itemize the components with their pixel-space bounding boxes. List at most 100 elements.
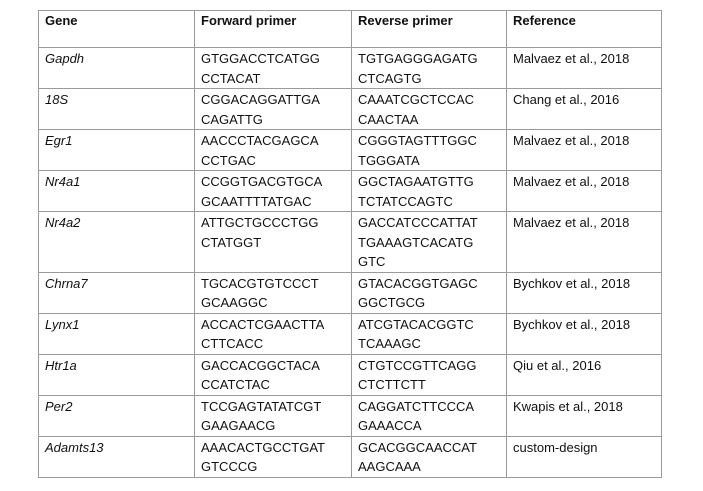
header-cell: Gene [38,10,195,48]
reference-text: Qiu et al., 2016 [513,357,602,373]
reverse-primer-cell: TGTGAGGGAGATG CTCAGTG [351,47,507,89]
forward-primer-cell: CCGGTGACGTGCA GCAATTTTATGAC [194,170,352,212]
gene-text: Htr1a [45,357,77,373]
reference-cell: Bychkov et al., 2018 [506,312,662,355]
reference-cell: Malvaez et al., 2018 [506,211,662,273]
forward-primer-text: CGGACAGGATTGA [201,92,320,107]
forward-primer-text: GCAATTTTATGAC [201,193,312,209]
gene-cell: Egr1 [38,129,195,171]
table-row: 18S CGGACAGGATTGA CAGATTG CAAATCGCTCCAC CAAC… [38,88,662,130]
reference-cell: Malvaez et al., 2018 [506,47,662,89]
gene-text: 18S [45,92,69,107]
reverse-primer-cell: ATCGTACACGGTC TCAAAGC [351,312,507,355]
reverse-primer-cell: CAGGATCTTCCCA GAAACCA [351,394,507,437]
forward-primer-cell: GTGGACCTCATGG CCTACAT [194,47,352,89]
forward-primer-text: GCAAGGC [201,295,268,310]
reverse-primer-text: TCTATCCAGTC [358,193,453,209]
table-row: Per2 TCCGAGTATATCGT GAAGAACG CAGGATCTTCCCA G… [38,394,662,437]
reverse-primer-text: TGAAAGTCACATG [358,234,474,250]
gene-cell: Per2 [38,394,195,437]
gene-cell: Nr4a1 [38,170,195,212]
reverse-primer-text: GCACGGCAACCAT [358,439,477,455]
reverse-primer-text: CTCTTCTT [358,377,426,392]
forward-primer-text: CCATCTAC [201,377,270,392]
reference-cell: Bychkov et al., 2018 [506,271,662,314]
table-row: Adamts13 AAACACTGCCTGAT GTCCCG GCACGGCAACCA… [38,435,662,478]
table-row: Nr4a2 ATTGCTGCCCTGG CTATGGT GACCATCCCATTAT T… [38,211,662,273]
reference-cell: Chang et al., 2016 [506,88,662,130]
gene-cell: Lynx1 [38,312,195,355]
gene-text: Egr1 [45,133,73,148]
forward-primer-text: CAGATTG [201,111,263,127]
gene-cell: Htr1a [38,353,195,396]
reverse-primer-text: GGCTGCG [358,295,426,310]
reference-cell: Qiu et al., 2016 [506,353,662,396]
reverse-primer-cell: CAAATCGCTCCAC CAACTAA [351,88,507,130]
gene-text: Per2 [45,398,73,414]
table-row: Lynx1 ACCACTCGAACTTA CTTCACC ATCGTACACGGTC T… [38,312,662,355]
primer-table: Gene Forward primer Reverse primer Referenc… [38,10,662,478]
reverse-primer-text: GAAACCA [358,418,422,433]
reference-cell: Kwapis et al., 2018 [506,394,662,437]
forward-primer-cell: TGCACGTGTCCCT GCAAGGC [194,271,352,314]
reverse-primer-text: ATCGTACACGGTC [358,316,474,332]
reference-text: Kwapis et al., 2018 [513,398,623,414]
gene-cell: Gapdh [38,47,195,89]
reverse-primer-cell: CGGGTAGTTTGGC TGGGATA [351,129,507,171]
forward-primer-text: ACCACTCGAACTTA [201,316,325,332]
forward-primer-cell: TCCGAGTATATCGT GAAGAACG [194,394,352,437]
reverse-primer-text: GTACACGGTGAGC [358,275,478,291]
gene-cell: Adamts13 [38,435,195,478]
reverse-primer-cell: GGCTAGAATGTTG TCTATCCAGTC [351,170,507,212]
gene-text: Chrna7 [45,275,88,291]
reverse-primer-text: CAAATCGCTCCAC [358,92,475,107]
reverse-primer-text: CGGGTAGTTTGGC [358,133,477,148]
reference-text: Malvaez et al., 2018 [513,174,630,189]
forward-primer-cell: CGGACAGGATTGA CAGATTG [194,88,352,130]
header-cell: Reverse primer [351,10,507,48]
table-row: Egr1 AACCCTACGAGCA CCTGAC CGGGTAGTTTGGC TGGG… [38,129,662,171]
table-row: Htr1a GACCACGGCTACA CCATCTAC CTGTCCGTTCAGG C… [38,353,662,396]
forward-primer-text: GTCCCG [201,459,258,474]
forward-primer-text: TGCACGTGTCCCT [201,275,319,291]
gene-text: Nr4a1 [45,174,81,189]
reverse-primer-text: CAGGATCTTCCCA [358,398,475,414]
reverse-primer-cell: GCACGGCAACCAT AAGCAAA [351,435,507,478]
gene-text: Lynx1 [45,316,80,332]
gene-cell: 18S [38,88,195,130]
forward-primer-cell: GACCACGGCTACA CCATCTAC [194,353,352,396]
forward-primer-text: GAAGAACG [201,418,276,433]
reverse-primer-cell: GTACACGGTGAGC GGCTGCG [351,271,507,314]
reference-text: Malvaez et al., 2018 [513,133,630,148]
table-row: Nr4a1 CCGGTGACGTGCA GCAATTTTATGAC GGCTAGAAT… [38,170,662,212]
reverse-primer-text: TGGGATA [358,152,420,168]
table-body: Gapdh GTGGACCTCATGG CCTACAT TGTGAGGGAGATG CT… [38,47,662,478]
gene-text: Adamts13 [45,439,104,455]
forward-primer-text: GTGGACCTCATGG [201,51,320,66]
header-cell: Reference [506,10,662,48]
reference-text: Chang et al., 2016 [513,92,620,107]
gene-cell: Chrna7 [38,271,195,314]
gene-text: Nr4a2 [45,215,81,230]
reverse-primer-cell: CTGTCCGTTCAGG CTCTTCTT [351,353,507,396]
reference-text: custom-design [513,439,598,455]
gene-cell: Nr4a2 [38,211,195,273]
reverse-primer-text: TCAAAGC [358,336,421,351]
reverse-primer-text: CTCAGTG [358,70,422,86]
reverse-primer-text: GTC [358,254,386,269]
forward-primer-text: CCGGTGACGTGCA [201,174,323,189]
forward-primer-text: AACCCTACGAGCA [201,133,319,148]
reference-cell: custom-design [506,435,662,478]
forward-primer-text: AAACACTGCCTGAT [201,439,325,455]
reverse-primer-cell: GACCATCCCATTAT TGAAAGTCACATG GTC [351,211,507,273]
reference-cell: Malvaez et al., 2018 [506,129,662,171]
forward-primer-text: CTATGGT [201,234,262,250]
reverse-primer-text: TGTGAGGGAGATG [358,51,478,66]
reference-text: Bychkov et al., 2018 [513,316,631,332]
reference-text: Bychkov et al., 2018 [513,275,631,291]
gene-text: Gapdh [45,51,85,66]
forward-primer-text: ATTGCTGCCCTGG [201,215,319,230]
reverse-primer-text: AAGCAAA [358,459,421,474]
reverse-primer-text: GACCATCCCATTAT [358,215,478,230]
